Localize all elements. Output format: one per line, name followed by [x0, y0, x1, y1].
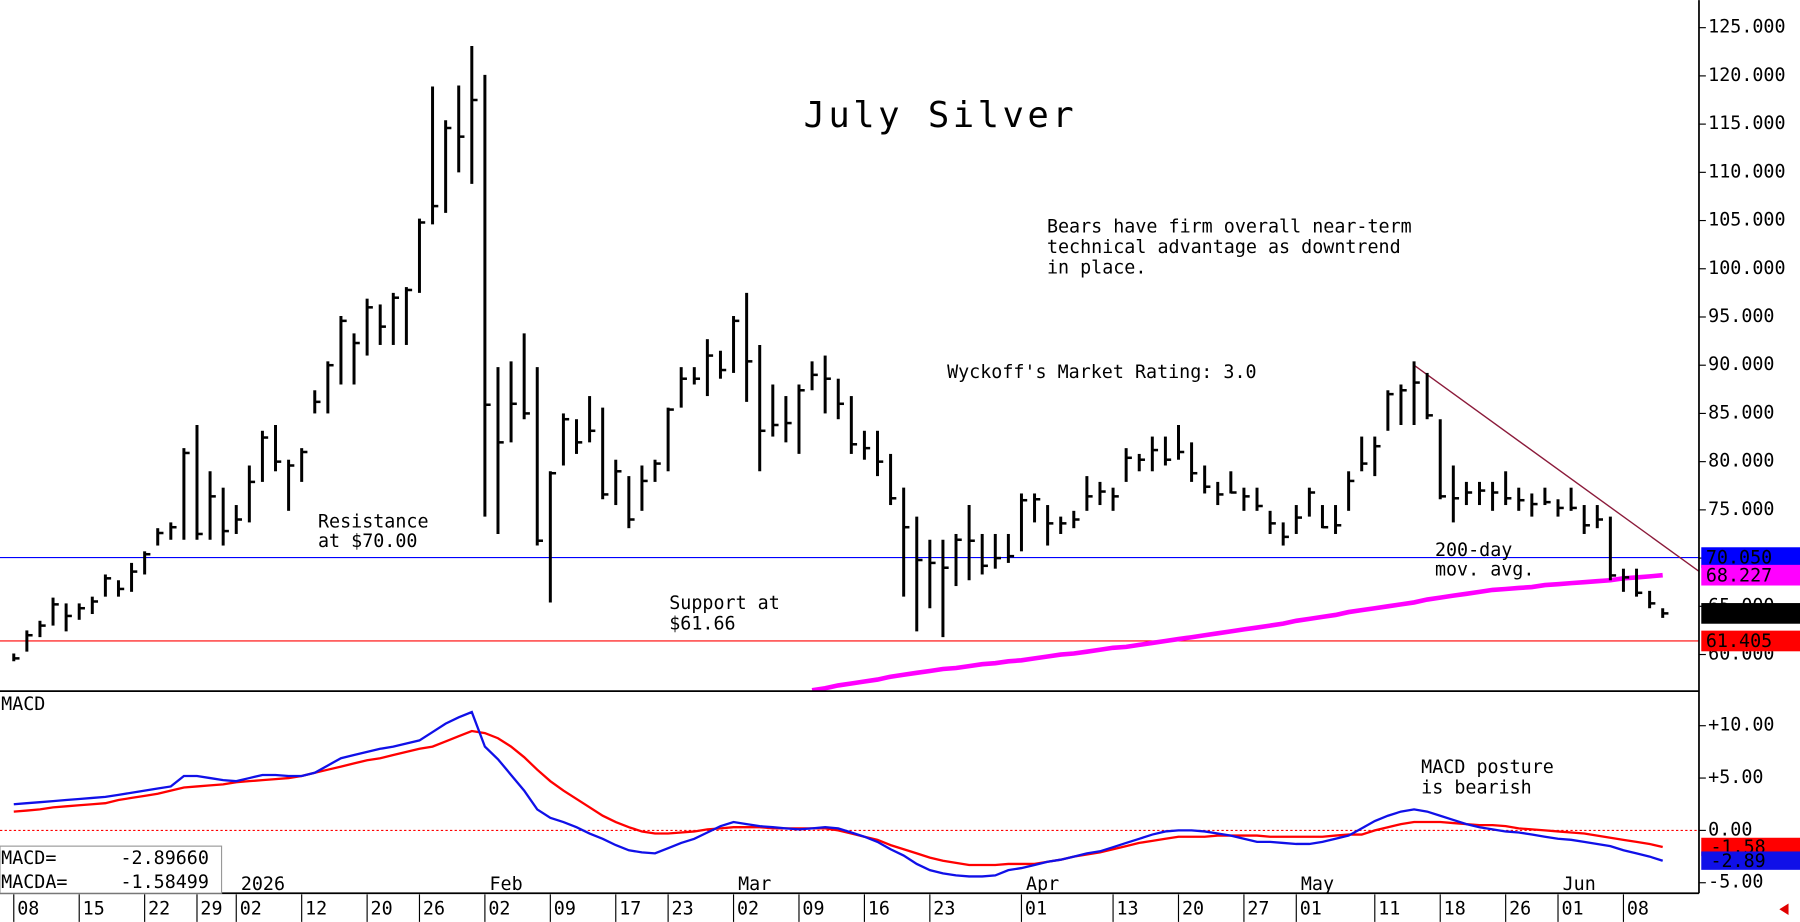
x-tick-label: 01 — [1561, 898, 1583, 919]
x-tick-label: 20 — [371, 898, 393, 919]
arrow-icon — [1779, 903, 1789, 916]
x-tick-label: 23 — [672, 898, 694, 919]
macd-note: MACD posture — [1421, 757, 1554, 778]
macd-line — [13, 710, 1664, 878]
x-tick-label: 16 — [868, 898, 890, 919]
month-label: 2026 — [241, 874, 285, 895]
moving-average — [811, 572, 1663, 692]
y-tick-label: 100.000 — [1708, 258, 1785, 279]
readout-value: -1.58499 — [120, 872, 208, 893]
value-box — [1701, 603, 1800, 624]
x-tick-label: 12 — [305, 898, 327, 919]
y-tick-label: +5.00 — [1708, 767, 1763, 788]
x-tick-label: 08 — [17, 898, 39, 919]
y-tick-label: 110.000 — [1708, 161, 1785, 182]
chart-title: July Silver — [804, 95, 1078, 136]
resistance-label: Resistance — [318, 511, 429, 532]
macd-line — [13, 729, 1663, 867]
value-box — [1701, 851, 1800, 870]
y-tick-label: 0.00 — [1708, 819, 1752, 840]
readout-name: MACDA= — [1, 872, 67, 893]
x-tick-label: 02 — [488, 898, 510, 919]
month-label: Feb — [489, 874, 522, 895]
note: technical advantage as downtrend — [1047, 237, 1401, 258]
x-tick-label: 20 — [1182, 898, 1204, 919]
x-tick-label: 26 — [423, 898, 445, 919]
macd-title: MACD — [1, 694, 45, 715]
note: in place. — [1047, 258, 1146, 279]
value-box-label: 64.265 — [1706, 604, 1772, 625]
readout-box — [0, 845, 223, 894]
resistance-label: at $70.00 — [318, 531, 417, 552]
y-tick-label: 75.000 — [1708, 499, 1774, 520]
x-tick-label: 01 — [1300, 898, 1322, 919]
y-tick-label: 80.000 — [1708, 451, 1774, 472]
x-tick-label: 09 — [802, 898, 824, 919]
x-tick-label: 23 — [933, 898, 955, 919]
month-label: Apr — [1026, 874, 1059, 895]
y-tick-label: 125.000 — [1708, 17, 1785, 38]
x-tick-label: 11 — [1378, 898, 1400, 919]
readout-name: MACD= — [1, 848, 56, 869]
x-tick-label: 22 — [148, 898, 170, 919]
ma-label: mov. avg. — [1435, 560, 1534, 581]
x-tick-label: 02 — [240, 898, 262, 919]
support-label: $61.66 — [669, 614, 735, 635]
x-tick-label: 26 — [1509, 898, 1531, 919]
readout-value: -2.89660 — [120, 848, 208, 869]
y-tick-label: 120.000 — [1708, 65, 1785, 86]
y-tick-label: +10.00 — [1708, 715, 1774, 736]
value-box-label: -2.89 — [1710, 851, 1765, 872]
y-tick-label: 90.000 — [1708, 354, 1774, 375]
trend-line — [1413, 364, 1699, 573]
macd-panel — [0, 710, 1699, 878]
value-box-label: 61.405 — [1706, 631, 1772, 652]
ma-label: 200-day — [1435, 540, 1512, 561]
x-tick-label: 02 — [737, 898, 759, 919]
x-tick-label: 01 — [1025, 898, 1047, 919]
x-tick-label: 08 — [1627, 898, 1649, 919]
x-tick-label: 13 — [1117, 898, 1139, 919]
x-tick-label: 15 — [83, 898, 105, 919]
y-tick-label: 85.000 — [1708, 402, 1774, 423]
y-tick-label: 95.000 — [1708, 306, 1774, 327]
price-panel — [0, 45, 1699, 692]
x-tick-label: 27 — [1247, 898, 1269, 919]
value-box — [1701, 547, 1800, 568]
value-box — [1701, 630, 1800, 652]
macd-note: is bearish — [1421, 778, 1532, 799]
x-tick-label: 17 — [619, 898, 641, 919]
x-tick-label: 29 — [200, 898, 222, 919]
value-box-label: 68.227 — [1706, 565, 1772, 586]
support-label: Support at — [669, 593, 780, 614]
month-label: May — [1301, 874, 1334, 895]
y-tick-label: 105.000 — [1708, 210, 1785, 231]
value-box-label: 70.050 — [1706, 548, 1772, 569]
month-label: Jun — [1563, 874, 1596, 895]
x-tick-label: 18 — [1444, 898, 1466, 919]
y-tick-label: 115.000 — [1708, 113, 1785, 134]
y-tick-label: -5.00 — [1708, 872, 1763, 893]
note: Bears have firm overall near-term — [1047, 216, 1412, 237]
value-box — [1701, 564, 1800, 586]
month-label: Mar — [738, 874, 771, 895]
rating: Wyckoff's Market Rating: 3.0 — [947, 362, 1256, 383]
x-tick-label: 09 — [554, 898, 576, 919]
